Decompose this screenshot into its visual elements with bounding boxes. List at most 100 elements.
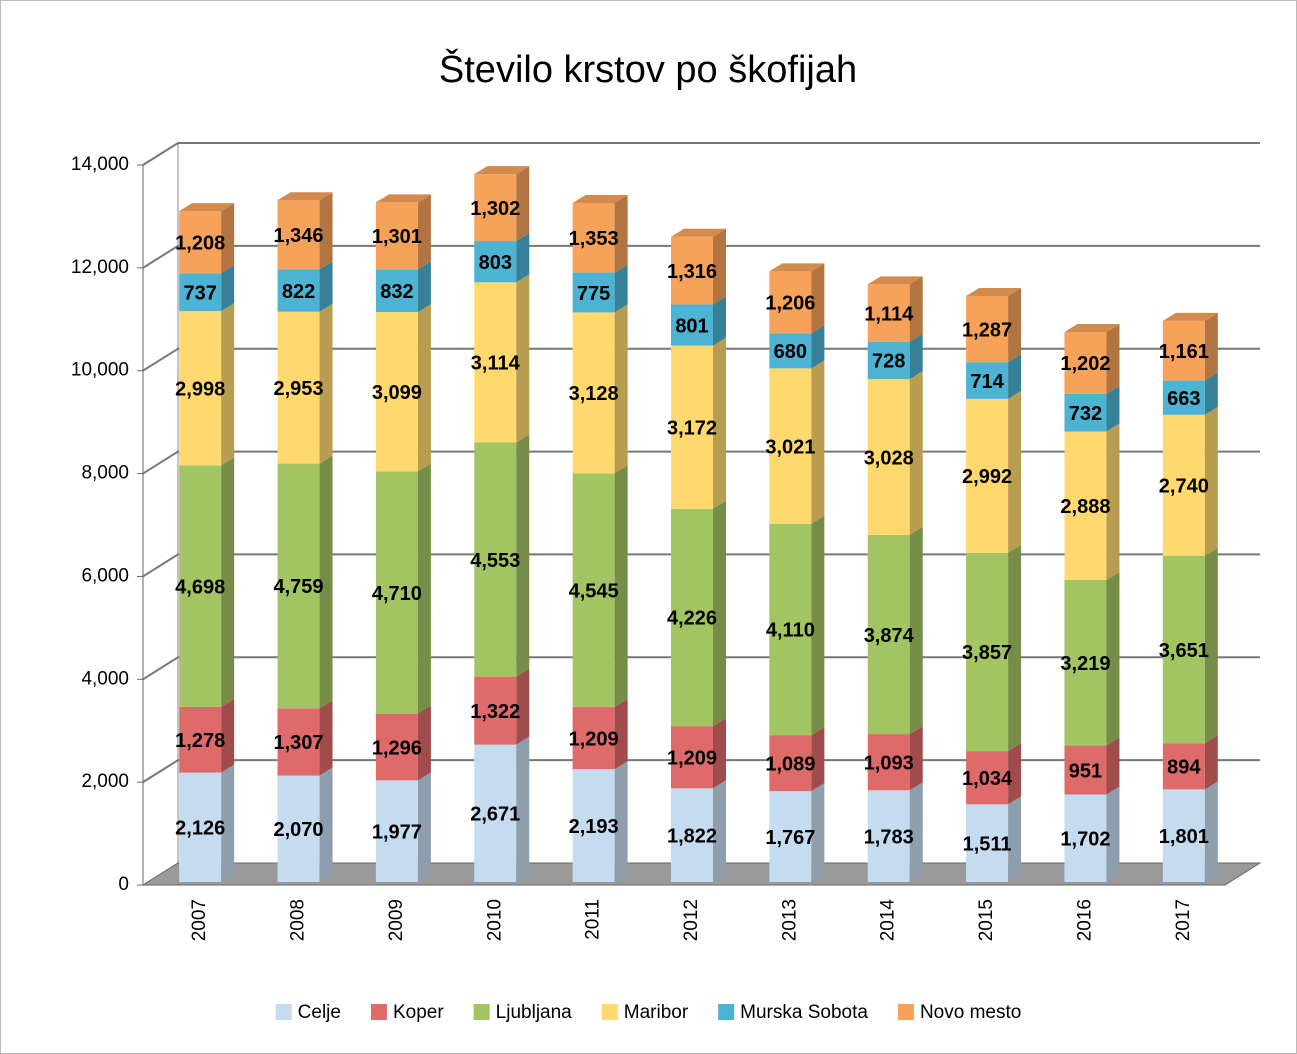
y-tick-label: 10,000	[71, 360, 129, 381]
bar-segment	[277, 708, 320, 776]
bar-segment	[277, 311, 320, 464]
value-label: 1,209	[667, 747, 717, 769]
value-label: 3,874	[864, 625, 915, 647]
legend-label: Ljubljana	[496, 1002, 572, 1023]
grid-line	[142, 244, 1260, 269]
value-label: 714	[970, 371, 1004, 393]
y-tick-label: 4,000	[81, 668, 129, 689]
value-label: 4,553	[470, 550, 520, 572]
bar-segment	[277, 269, 320, 312]
value-label: 4,226	[667, 608, 717, 630]
bar-side	[811, 360, 825, 524]
x-tick-label: 2010	[484, 899, 505, 941]
bar-segment	[375, 713, 418, 781]
bar-segment	[179, 465, 222, 707]
value-label: 1,161	[1159, 341, 1209, 363]
bar-side	[417, 705, 431, 781]
bar-segment	[769, 271, 812, 334]
value-label: 803	[479, 252, 512, 274]
bar-side	[319, 303, 333, 464]
bar-segment	[671, 304, 713, 346]
bar-segment	[671, 345, 713, 509]
bar-side	[614, 699, 628, 770]
bar-segment	[769, 735, 812, 792]
x-tick-label: 2017	[1173, 899, 1194, 941]
bar-side	[221, 303, 235, 466]
bar-side	[516, 166, 530, 242]
value-label: 801	[675, 315, 708, 337]
bar-side	[319, 767, 333, 882]
bar-segment	[474, 442, 517, 677]
value-label: 1,287	[962, 319, 1012, 341]
bar-top	[277, 192, 333, 201]
bar-top	[1162, 312, 1218, 321]
bar-side	[1106, 737, 1120, 795]
value-label: 1,093	[864, 752, 914, 774]
bar-segment	[1162, 743, 1205, 790]
value-label: 2,740	[1159, 475, 1209, 497]
value-label: 2,998	[175, 379, 225, 401]
bar-segment	[769, 523, 812, 736]
value-label: 951	[1069, 760, 1102, 782]
bar-side	[1008, 287, 1022, 363]
legend-swatch	[601, 1004, 618, 1020]
value-label: 3,651	[1159, 640, 1209, 662]
bar-segment	[179, 273, 222, 312]
bar-side	[319, 261, 333, 312]
value-label: 1,296	[372, 737, 422, 759]
bar-segment	[572, 707, 615, 770]
bar-segment	[179, 311, 222, 466]
bar-segment	[277, 775, 320, 882]
value-label: 1,322	[470, 701, 520, 723]
back-wall	[142, 142, 179, 886]
bar-segment	[375, 780, 418, 882]
value-label: 2,992	[962, 466, 1012, 488]
bar-segment	[474, 282, 517, 443]
bar-segment	[1162, 789, 1205, 882]
bar-segment	[769, 333, 812, 369]
bar-segment	[867, 284, 910, 342]
bar-side	[614, 761, 628, 882]
value-label: 3,219	[1060, 653, 1110, 675]
bar-top	[966, 287, 1022, 296]
x-tick-label: 2014	[878, 899, 899, 942]
value-label: 4,710	[372, 583, 422, 605]
value-label: 1,202	[1060, 353, 1110, 375]
bar-side	[811, 263, 825, 334]
bar-side	[1106, 423, 1120, 581]
y-tick-label: 2,000	[81, 771, 129, 792]
bar-side	[319, 455, 333, 709]
value-label: 1,346	[274, 225, 324, 247]
bar-top	[1064, 324, 1120, 333]
legend-swatch	[473, 1004, 490, 1020]
value-label: 2,193	[569, 816, 619, 838]
value-label: 680	[774, 341, 807, 363]
value-label: 1,206	[765, 293, 815, 315]
bar-segment	[769, 368, 812, 524]
bar-segment	[671, 508, 713, 727]
bar-side	[614, 465, 628, 708]
bar-segment	[966, 552, 1009, 752]
bar-side	[713, 718, 726, 789]
bar-segment	[179, 706, 222, 773]
value-label: 894	[1167, 757, 1201, 779]
value-label: 3,857	[962, 642, 1012, 664]
bar-side	[221, 698, 235, 773]
value-label: 3,028	[864, 447, 914, 469]
bar-top	[867, 276, 923, 285]
bar-segment	[671, 726, 713, 789]
bar-segment	[277, 200, 320, 270]
bar-side	[909, 333, 923, 380]
value-label: 4,698	[175, 576, 225, 598]
value-label: 1,511	[963, 833, 1012, 855]
value-label: 732	[1069, 403, 1102, 425]
value-label: 3,114	[471, 353, 521, 375]
bar-side	[811, 515, 825, 736]
x-tick-label: 2013	[779, 899, 800, 941]
value-label: 1,702	[1060, 829, 1110, 851]
bar-side	[516, 274, 530, 443]
x-tick-label: 2012	[681, 899, 702, 941]
bar-side	[713, 500, 726, 727]
bar-segment	[1162, 414, 1205, 556]
bar-top	[179, 203, 235, 212]
